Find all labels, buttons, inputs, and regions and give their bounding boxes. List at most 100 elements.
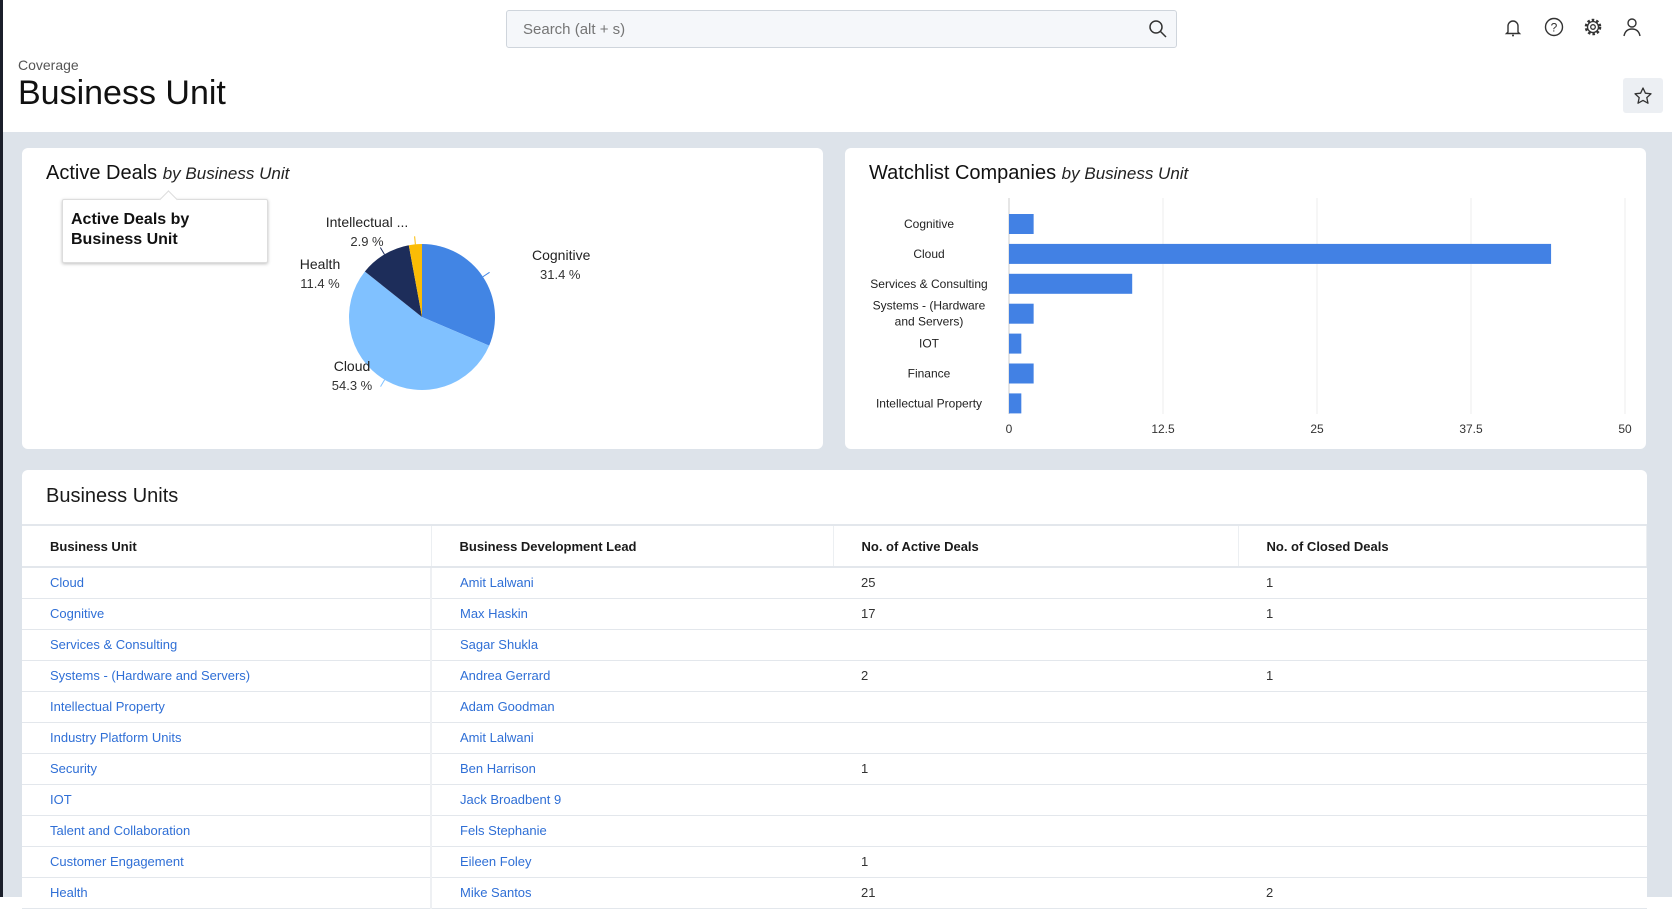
breadcrumb[interactable]: Coverage [18, 57, 79, 73]
active-deals-cell [833, 784, 1238, 816]
business-unit-link[interactable]: Industry Platform Units [22, 722, 432, 754]
x-tick-label: 12.5 [1151, 422, 1175, 436]
bar[interactable] [1009, 393, 1022, 414]
closed-deals-cell: 1 [1238, 567, 1647, 599]
search-input[interactable] [507, 11, 1107, 47]
closed-deals-cell [1238, 629, 1647, 661]
table-row[interactable]: Customer Engagement Eileen Foley 1 [22, 846, 1647, 878]
pie-slice[interactable] [422, 244, 495, 346]
x-tick-label: 50 [1618, 422, 1632, 436]
pie-slice[interactable] [408, 244, 422, 317]
user-icon[interactable] [1620, 15, 1644, 39]
card-title: Watchlist Companies [869, 162, 1057, 184]
business-unit-link[interactable]: Services & Consulting [22, 629, 432, 661]
table-row[interactable]: Cloud Amit Lalwani 25 1 [22, 567, 1647, 599]
column-header[interactable]: Business Development Lead [431, 524, 834, 568]
business-units-table: Business Unit Business Development Lead … [22, 524, 1647, 909]
column-header[interactable]: No. of Active Deals [833, 524, 1239, 568]
lead-link[interactable]: Ben Harrison [431, 753, 833, 785]
gear-icon[interactable] [1581, 15, 1605, 39]
lead-link[interactable]: Amit Lalwani [431, 722, 833, 754]
bar[interactable] [1009, 303, 1034, 324]
business-unit-link[interactable]: Security [22, 753, 432, 785]
pie-value-label: 31.4 % [540, 267, 581, 282]
lead-link[interactable]: Mike Santos [431, 877, 833, 909]
watchlist-title: Watchlist Companies by Business Unit [869, 162, 1188, 185]
active-deals-cell [833, 629, 1238, 661]
pie-slice[interactable] [364, 245, 422, 317]
page-title: Business Unit [18, 74, 226, 112]
lead-link[interactable]: Eileen Foley [431, 846, 833, 878]
business-unit-link[interactable]: Systems - (Hardware and Servers) [22, 660, 432, 692]
star-icon [1634, 86, 1652, 104]
active-deals-title: Active Deals by Business Unit [46, 162, 289, 185]
lead-link[interactable]: Adam Goodman [431, 691, 833, 723]
closed-deals-cell: 2 [1238, 877, 1647, 909]
table-row[interactable]: Health Mike Santos 21 2 [22, 877, 1647, 909]
watchlist-card: Watchlist Companies by Business Unit 0 12… [845, 148, 1646, 449]
help-icon[interactable]: ? [1542, 15, 1566, 39]
table-row[interactable]: Intellectual Property Adam Goodman [22, 691, 1647, 723]
bar[interactable] [1009, 363, 1034, 384]
active-deals-cell [833, 815, 1238, 847]
y-tick-label: Systems - (Hardware and Servers) [873, 299, 986, 329]
bar[interactable] [1009, 243, 1552, 264]
bar[interactable] [1009, 273, 1133, 294]
table-row[interactable]: Cognitive Max Haskin 17 1 [22, 598, 1647, 630]
lead-link[interactable]: Max Haskin [431, 598, 833, 630]
pie-label: Cloud [334, 358, 371, 374]
card-title: Active Deals [46, 162, 158, 184]
pie-leader-line [380, 379, 386, 387]
svg-text:?: ? [1551, 21, 1558, 35]
business-unit-link[interactable]: Cognitive [22, 598, 432, 630]
table-row[interactable]: Talent and Collaboration Fels Stephanie [22, 815, 1647, 847]
watchlist-bar-chart: 0 12.5 25 37.5 50 Cognitive Cloud Services & Co… [870, 198, 1632, 436]
bell-icon[interactable] [1501, 15, 1525, 39]
y-tick-label: Services & Consulting [870, 277, 987, 291]
closed-deals-cell: 1 [1238, 660, 1647, 692]
active-deals-cell: 1 [833, 846, 1238, 878]
pie-value-label: 11.4 % [300, 276, 340, 291]
business-unit-link[interactable]: Customer Engagement [22, 846, 432, 878]
table-row[interactable]: Industry Platform Units Amit Lalwani [22, 722, 1647, 754]
active-deals-card: Active Deals by Business Unit Cognitive 3… [22, 148, 823, 449]
y-tick-label: Cloud [913, 247, 944, 261]
business-unit-link[interactable]: Cloud [22, 567, 432, 599]
pie-label: Health [300, 256, 340, 272]
pie-leader-line [414, 236, 416, 245]
business-units-title: Business Units [46, 485, 179, 507]
pie-leader-line [482, 271, 490, 278]
lead-link[interactable]: Amit Lalwani [431, 567, 833, 599]
table-row[interactable]: Systems - (Hardware and Servers) Andrea G… [22, 660, 1647, 692]
closed-deals-cell [1238, 722, 1647, 754]
closed-deals-cell [1238, 846, 1647, 878]
business-unit-link[interactable]: Talent and Collaboration [22, 815, 432, 847]
business-unit-link[interactable]: Health [22, 877, 432, 909]
table-row[interactable]: IOT Jack Broadbent 9 [22, 784, 1647, 816]
card-subtitle: by Business Unit [162, 164, 290, 183]
table-row[interactable]: Services & Consulting Sagar Shukla [22, 629, 1647, 661]
column-header[interactable]: No. of Closed Deals [1238, 524, 1647, 568]
card-subtitle: by Business Unit [1061, 164, 1189, 183]
column-header[interactable]: Business Unit [22, 524, 432, 568]
business-unit-link[interactable]: Intellectual Property [22, 691, 432, 723]
bar[interactable] [1009, 333, 1022, 354]
search-icon[interactable] [1148, 19, 1168, 39]
business-unit-link[interactable]: IOT [22, 784, 432, 816]
lead-link[interactable]: Fels Stephanie [431, 815, 833, 847]
y-tick-label: IOT [919, 337, 940, 351]
lead-link[interactable]: Sagar Shukla [431, 629, 833, 661]
closed-deals-cell: 1 [1238, 598, 1647, 630]
active-deals-cell: 17 [833, 598, 1238, 630]
lead-link[interactable]: Andrea Gerrard [431, 660, 833, 692]
bar[interactable] [1009, 214, 1034, 234]
pie-label: Cognitive [532, 247, 591, 263]
search-bar[interactable] [506, 10, 1177, 48]
active-deals-pie-chart: Cognitive 31.4 % Cloud 54.3 % Health 11.4 % In… [300, 214, 591, 393]
pie-slice[interactable] [349, 271, 490, 391]
y-tick-label: Intellectual Property [876, 396, 982, 410]
table-row[interactable]: Security Ben Harrison 1 [22, 753, 1647, 785]
favorite-button[interactable] [1623, 78, 1663, 113]
lead-link[interactable]: Jack Broadbent 9 [431, 784, 833, 816]
closed-deals-cell [1238, 815, 1647, 847]
